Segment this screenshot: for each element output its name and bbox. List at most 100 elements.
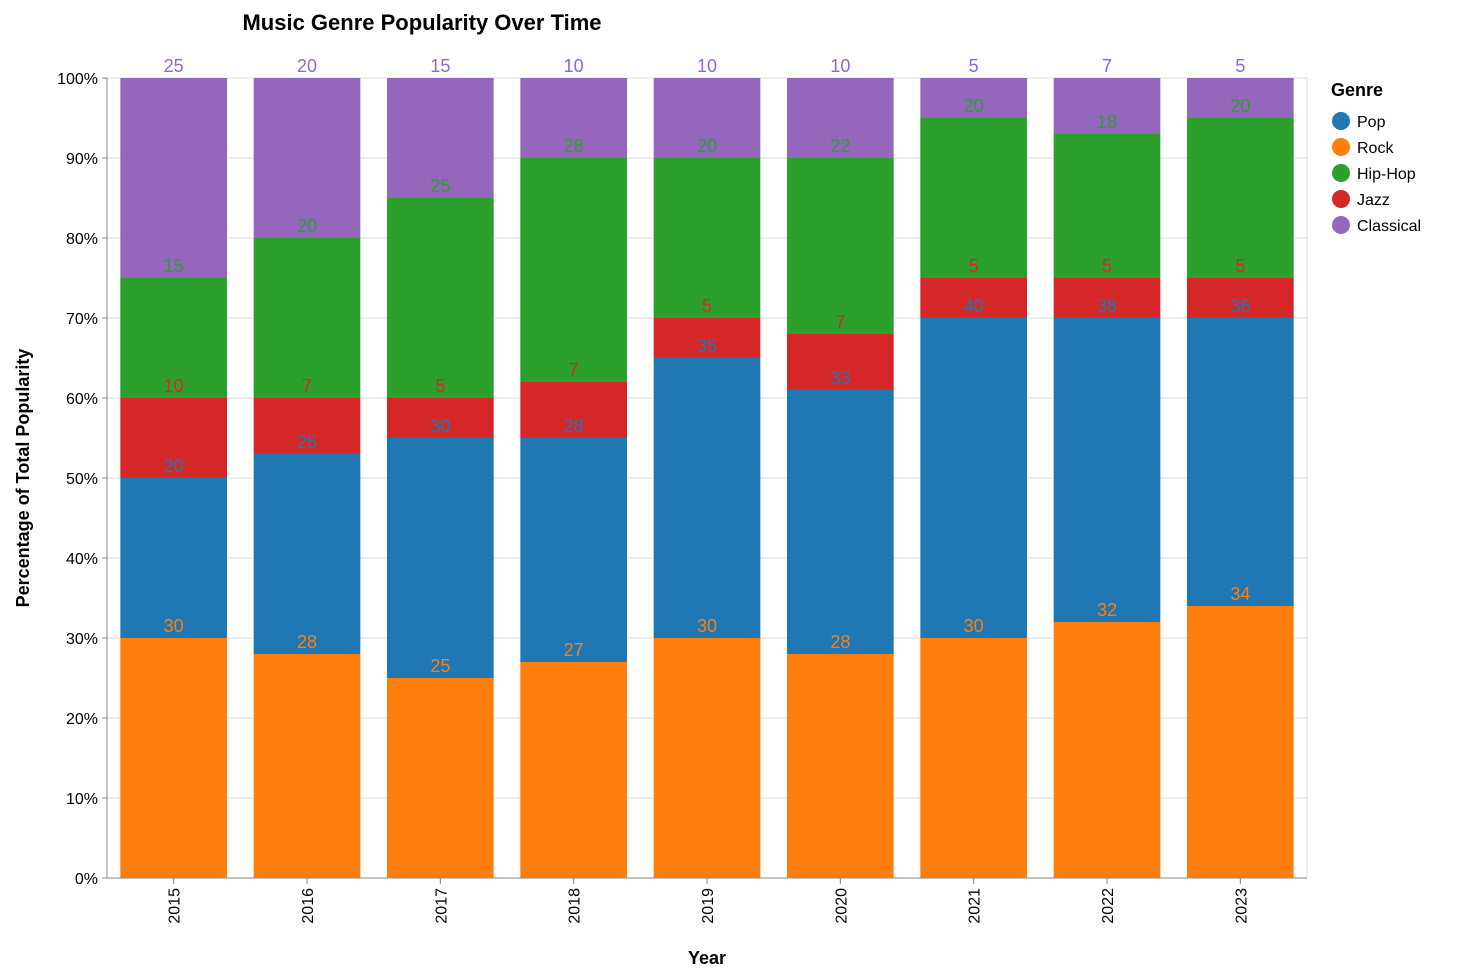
legend-swatch-hip-hop [1332, 164, 1350, 182]
data-label-jazz-2015: 10 [164, 376, 184, 396]
x-tick-label-2015: 2015 [167, 888, 184, 924]
data-label-classical-2017: 15 [430, 56, 450, 76]
bar-pop-2017[interactable] [387, 438, 494, 678]
x-tick-label-2016: 2016 [300, 888, 317, 924]
bar-hip-hop-2015[interactable] [120, 278, 227, 398]
data-label-pop-2019: 35 [697, 336, 717, 356]
data-label-rock-2016: 28 [297, 632, 317, 652]
y-tick-label: 50% [66, 471, 98, 488]
bar-classical-2015[interactable] [120, 78, 227, 278]
bar-rock-2018[interactable] [520, 662, 627, 878]
legend-label-pop: Pop [1357, 114, 1386, 131]
bar-classical-2016[interactable] [253, 78, 361, 238]
data-label-hip-hop-2021: 20 [964, 96, 984, 116]
chart-title: Music Genre Popularity Over Time [242, 10, 601, 35]
data-label-pop-2022: 38 [1097, 296, 1117, 316]
data-label-pop-2021: 40 [964, 296, 984, 316]
legend-swatch-pop [1332, 112, 1350, 130]
bar-hip-hop-2020[interactable] [787, 158, 894, 334]
legend-swatch-jazz [1332, 190, 1350, 208]
bar-hip-hop-2021[interactable] [920, 118, 1027, 278]
bar-classical-2018[interactable] [520, 78, 627, 158]
legend-label-rock: Rock [1357, 140, 1394, 157]
legend-label-hip-hop: Hip-Hop [1357, 166, 1416, 183]
data-label-classical-2022: 7 [1102, 56, 1112, 76]
data-label-classical-2020: 10 [830, 56, 850, 76]
data-label-rock-2022: 32 [1097, 600, 1117, 620]
data-label-jazz-2023: 5 [1235, 256, 1245, 276]
y-tick-label: 30% [66, 631, 98, 648]
y-axis-title: Percentage of Total Popularity [13, 349, 33, 608]
bar-hip-hop-2016[interactable] [253, 238, 361, 398]
bar-pop-2022[interactable] [1053, 318, 1161, 622]
bar-hip-hop-2022[interactable] [1053, 134, 1161, 278]
x-tick-label-2018: 2018 [567, 888, 584, 924]
bar-jazz-2017[interactable] [387, 398, 494, 438]
legend-title: Genre [1331, 80, 1383, 100]
bar-classical-2021[interactable] [920, 78, 1027, 118]
bar-labels: 30 20 10 15 25 28 25 7 20 20 25 30 5 25 15 27 28 7 28 10 30 3… [164, 56, 1251, 676]
bar-rock-2017[interactable] [387, 678, 494, 878]
data-label-hip-hop-2022: 18 [1097, 112, 1117, 132]
data-label-rock-2023: 34 [1230, 584, 1250, 604]
bar-jazz-2019[interactable] [653, 318, 761, 358]
bar-jazz-2018[interactable] [520, 382, 627, 438]
bar-pop-2023[interactable] [1187, 318, 1294, 606]
bar-pop-2020[interactable] [787, 390, 894, 654]
data-label-classical-2016: 20 [297, 56, 317, 76]
bar-jazz-2022[interactable] [1053, 278, 1161, 318]
bar-hip-hop-2023[interactable] [1187, 118, 1294, 278]
bar-classical-2023[interactable] [1187, 78, 1294, 118]
bar-pop-2021[interactable] [920, 318, 1027, 638]
data-label-rock-2021: 30 [964, 616, 984, 636]
bar-rock-2019[interactable] [653, 638, 761, 878]
bar-classical-2020[interactable] [787, 78, 894, 158]
legend-swatch-rock [1332, 138, 1350, 156]
legend-label-classical: Classical [1357, 218, 1421, 235]
bar-rock-2023[interactable] [1187, 606, 1294, 878]
bar-classical-2017[interactable] [387, 78, 494, 198]
bar-rock-2020[interactable] [787, 654, 894, 878]
bar-jazz-2015[interactable] [120, 398, 227, 478]
bar-hip-hop-2017[interactable] [387, 198, 494, 398]
bar-classical-2022[interactable] [1053, 78, 1161, 134]
y-tick-label: 40% [66, 551, 98, 568]
bar-rock-2021[interactable] [920, 638, 1027, 878]
data-label-jazz-2022: 5 [1102, 256, 1112, 276]
bar-pop-2018[interactable] [520, 438, 627, 662]
legend: Genre Pop Rock Hip-Hop Jazz Classical [1331, 80, 1421, 235]
y-tick-label: 70% [66, 311, 98, 328]
y-tick-label: 100% [57, 71, 98, 88]
data-label-jazz-2018: 7 [569, 360, 579, 380]
bar-jazz-2021[interactable] [920, 278, 1027, 318]
bar-pop-2015[interactable] [120, 478, 227, 638]
data-label-classical-2019: 10 [697, 56, 717, 76]
y-tick-label: 80% [66, 231, 98, 248]
bar-pop-2019[interactable] [653, 358, 761, 638]
x-tick-label-2023: 2023 [1233, 888, 1250, 924]
data-label-hip-hop-2020: 22 [830, 136, 850, 156]
data-label-rock-2017: 25 [430, 656, 450, 676]
bar-jazz-2023[interactable] [1187, 278, 1294, 318]
bar-jazz-2020[interactable] [787, 334, 894, 390]
bar-hip-hop-2019[interactable] [653, 158, 761, 318]
y-tick-label: 60% [66, 391, 98, 408]
x-tick-label-2020: 2020 [833, 888, 850, 924]
x-tick-label-2019: 2019 [700, 888, 717, 924]
data-label-jazz-2019: 5 [702, 296, 712, 316]
x-tick-label-2021: 2021 [967, 888, 984, 924]
bar-hip-hop-2018[interactable] [520, 158, 627, 382]
bar-jazz-2016[interactable] [253, 398, 361, 454]
data-label-jazz-2016: 7 [302, 376, 312, 396]
data-label-hip-hop-2023: 20 [1230, 96, 1250, 116]
data-label-pop-2023: 36 [1230, 296, 1250, 316]
bar-rock-2016[interactable] [253, 654, 361, 878]
y-tick-label: 10% [66, 791, 98, 808]
bar-classical-2019[interactable] [653, 78, 761, 158]
legend-label-jazz: Jazz [1357, 192, 1390, 209]
bar-rock-2015[interactable] [120, 638, 227, 878]
bar-pop-2016[interactable] [253, 454, 361, 654]
x-tick-label-2022: 2022 [1100, 888, 1117, 924]
bar-rock-2022[interactable] [1053, 622, 1161, 878]
